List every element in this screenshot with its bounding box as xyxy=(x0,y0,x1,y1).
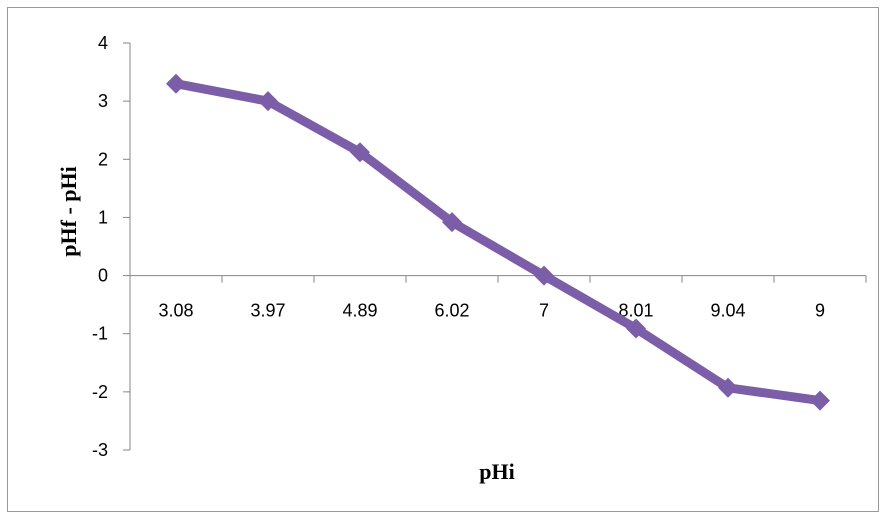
y-axis-title: pHf - pHi xyxy=(56,166,81,256)
y-tick-label: 0 xyxy=(98,266,108,286)
y-tick-label: 4 xyxy=(98,33,108,53)
x-tick-label: 6.02 xyxy=(434,301,469,321)
data-point xyxy=(350,142,370,163)
data-point xyxy=(534,265,554,286)
chart-frame xyxy=(7,7,879,512)
x-tick-label: 8.01 xyxy=(618,301,653,321)
data-point xyxy=(810,390,830,411)
series-line xyxy=(171,79,825,406)
y-tick-label: 3 xyxy=(98,91,108,111)
y-tick-label: 2 xyxy=(98,149,108,169)
y-tick-label: -3 xyxy=(92,440,108,460)
x-tick-label: 3.08 xyxy=(158,301,193,321)
x-tick-label: 4.89 xyxy=(342,301,377,321)
y-tick-label: -2 xyxy=(92,382,108,402)
data-point xyxy=(442,212,462,233)
y-tick-label: 1 xyxy=(98,207,108,227)
data-point xyxy=(258,91,278,112)
y-axis: 4 3 2 1 0 -1 -2 -3 xyxy=(92,33,131,460)
x-axis-title: pHi xyxy=(479,459,514,484)
x-axis: 3.08 3.97 4.89 6.02 7 8.01 9.04 9 xyxy=(129,275,867,321)
data-point xyxy=(718,377,738,398)
data-point xyxy=(166,73,186,94)
x-tick-label: 9.04 xyxy=(710,301,745,321)
x-tick-label: 7 xyxy=(539,301,549,321)
y-tick-label: -1 xyxy=(92,324,108,344)
x-tick-label: 9 xyxy=(815,301,825,321)
series-group xyxy=(166,73,830,411)
data-point xyxy=(626,318,646,339)
x-tick-label: 3.97 xyxy=(250,301,285,321)
